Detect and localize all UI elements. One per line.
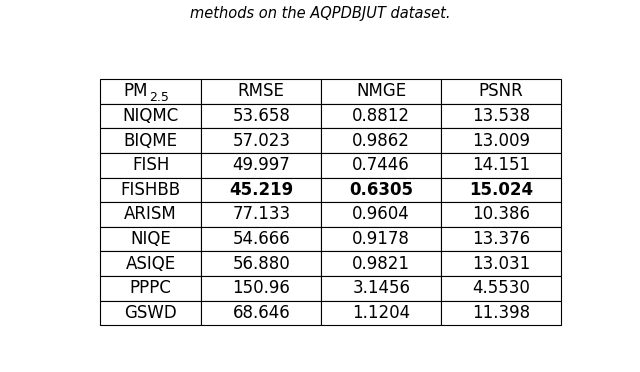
Bar [441, 79, 561, 104]
Text: NMGE: NMGE [356, 82, 406, 100]
Text: PSNR: PSNR [479, 82, 524, 100]
Text: 0.6305: 0.6305 [349, 181, 413, 199]
Text: 3.1456: 3.1456 [352, 279, 410, 297]
Bar [441, 276, 561, 301]
Text: 45.219: 45.219 [229, 181, 293, 199]
Bar [202, 301, 321, 326]
Bar [321, 104, 441, 128]
Text: 53.658: 53.658 [232, 107, 290, 125]
Bar [100, 301, 202, 326]
Text: 150.96: 150.96 [232, 279, 290, 297]
Text: 10.386: 10.386 [472, 205, 530, 224]
Bar [202, 251, 321, 276]
Bar [321, 202, 441, 227]
Text: 56.880: 56.880 [232, 255, 290, 273]
Text: FISHBB: FISHBB [120, 181, 180, 199]
Bar [202, 177, 321, 202]
Text: FISH: FISH [132, 156, 169, 174]
Text: 14.151: 14.151 [472, 156, 530, 174]
Bar [100, 227, 202, 251]
Bar [321, 128, 441, 153]
Text: NIQMC: NIQMC [122, 107, 179, 125]
Text: GSWD: GSWD [124, 304, 177, 322]
Text: 57.023: 57.023 [232, 132, 291, 150]
Text: ASIQE: ASIQE [125, 255, 175, 273]
Text: 54.666: 54.666 [232, 230, 290, 248]
Bar [100, 276, 202, 301]
Bar [441, 227, 561, 251]
Bar [202, 79, 321, 104]
Text: 2.5: 2.5 [149, 90, 169, 103]
Bar [321, 227, 441, 251]
Bar [100, 153, 202, 177]
Text: RMSE: RMSE [238, 82, 285, 100]
Text: 0.9821: 0.9821 [352, 255, 410, 273]
Bar [100, 79, 202, 104]
Text: 4.5530: 4.5530 [472, 279, 530, 297]
Bar [202, 153, 321, 177]
Bar [202, 128, 321, 153]
Bar [441, 153, 561, 177]
Text: 13.031: 13.031 [472, 255, 531, 273]
Bar [441, 251, 561, 276]
Text: BIQME: BIQME [124, 132, 177, 150]
Text: 15.024: 15.024 [469, 181, 533, 199]
Bar [441, 177, 561, 202]
Bar [100, 177, 202, 202]
Bar [321, 79, 441, 104]
Bar [441, 128, 561, 153]
Bar [100, 251, 202, 276]
Bar [321, 177, 441, 202]
Bar [321, 153, 441, 177]
Bar [202, 104, 321, 128]
Bar [100, 104, 202, 128]
Text: 0.9862: 0.9862 [352, 132, 410, 150]
Text: 77.133: 77.133 [232, 205, 291, 224]
Text: 13.009: 13.009 [472, 132, 530, 150]
Text: 0.9178: 0.9178 [352, 230, 410, 248]
Text: 13.538: 13.538 [472, 107, 530, 125]
Bar [100, 128, 202, 153]
Bar [441, 202, 561, 227]
Text: 1.1204: 1.1204 [352, 304, 410, 322]
Text: ARISM: ARISM [124, 205, 177, 224]
Text: 0.8812: 0.8812 [352, 107, 410, 125]
Text: 13.376: 13.376 [472, 230, 530, 248]
Bar [202, 276, 321, 301]
Text: 68.646: 68.646 [232, 304, 290, 322]
Bar [100, 202, 202, 227]
Text: 11.398: 11.398 [472, 304, 530, 322]
Text: PM: PM [124, 82, 148, 100]
Bar [202, 202, 321, 227]
Text: NIQE: NIQE [130, 230, 171, 248]
Text: 49.997: 49.997 [232, 156, 290, 174]
Bar [321, 251, 441, 276]
Bar [202, 227, 321, 251]
Text: 0.7446: 0.7446 [353, 156, 410, 174]
Bar [321, 301, 441, 326]
Bar [321, 276, 441, 301]
Text: methods on the AQPDBJUT dataset.: methods on the AQPDBJUT dataset. [189, 6, 451, 20]
Bar [441, 104, 561, 128]
Text: 0.9604: 0.9604 [353, 205, 410, 224]
Text: PPPC: PPPC [130, 279, 172, 297]
Bar [441, 301, 561, 326]
